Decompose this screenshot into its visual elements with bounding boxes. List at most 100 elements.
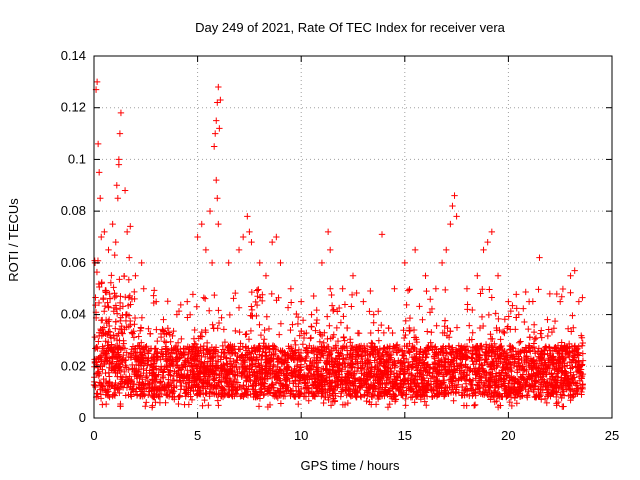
data-point xyxy=(401,259,408,267)
data-point xyxy=(211,291,218,299)
data-point xyxy=(399,351,406,359)
data-point xyxy=(385,324,392,332)
data-point xyxy=(419,383,426,390)
data-point xyxy=(132,272,139,279)
data-point xyxy=(194,371,201,378)
data-point xyxy=(305,389,312,396)
data-point xyxy=(578,361,586,368)
data-point xyxy=(213,364,221,371)
data-point xyxy=(349,272,357,279)
data-point xyxy=(278,356,286,363)
data-point xyxy=(248,306,256,314)
data-point xyxy=(141,348,148,356)
data-point xyxy=(232,327,239,335)
data-point xyxy=(398,347,406,354)
data-point xyxy=(526,382,533,389)
data-point xyxy=(551,317,559,325)
data-point xyxy=(121,368,128,376)
data-point xyxy=(289,353,297,361)
data-point xyxy=(159,351,167,358)
data-point xyxy=(310,292,317,300)
data-point xyxy=(473,358,480,365)
data-point xyxy=(466,377,473,385)
data-point xyxy=(498,393,505,400)
data-point xyxy=(246,355,253,363)
data-point xyxy=(571,379,579,386)
data-point xyxy=(297,390,304,397)
data-point xyxy=(572,357,580,365)
data-point xyxy=(375,353,382,361)
data-point xyxy=(517,348,524,355)
data-point xyxy=(523,381,530,388)
data-point xyxy=(215,307,222,314)
data-point xyxy=(200,379,207,386)
data-point xyxy=(157,378,165,385)
data-point xyxy=(543,386,550,393)
data-point xyxy=(520,367,528,374)
data-point xyxy=(219,346,227,353)
data-point xyxy=(135,343,143,350)
data-point xyxy=(366,385,373,392)
data-point xyxy=(272,373,279,380)
data-point xyxy=(226,363,234,370)
data-point xyxy=(533,357,541,365)
data-point xyxy=(402,331,409,339)
data-point xyxy=(424,383,431,391)
data-point xyxy=(552,384,559,391)
data-point xyxy=(139,345,147,352)
data-point xyxy=(578,342,586,349)
data-point xyxy=(421,364,428,371)
data-point xyxy=(167,338,174,345)
data-point xyxy=(284,355,291,363)
data-point xyxy=(406,286,413,293)
data-point xyxy=(128,329,136,336)
data-point xyxy=(515,353,522,360)
data-point xyxy=(531,393,538,401)
data-point xyxy=(214,352,222,360)
data-point xyxy=(329,307,337,315)
data-point xyxy=(374,350,381,358)
data-point xyxy=(188,396,196,404)
data-point xyxy=(247,377,254,385)
data-point xyxy=(541,347,549,354)
data-point xyxy=(492,310,499,317)
data-point xyxy=(497,402,504,409)
data-point xyxy=(96,353,104,360)
data-point xyxy=(188,360,195,367)
data-point xyxy=(478,379,485,386)
data-point xyxy=(327,371,335,378)
data-point xyxy=(208,259,216,267)
data-point xyxy=(536,254,543,261)
data-point xyxy=(169,332,176,340)
data-point xyxy=(533,369,541,376)
data-point xyxy=(300,393,308,400)
data-point xyxy=(412,364,420,371)
data-point xyxy=(101,228,108,236)
data-point xyxy=(449,344,456,351)
data-point xyxy=(525,387,532,395)
data-point xyxy=(255,360,262,367)
data-point xyxy=(239,233,247,241)
data-point xyxy=(167,358,175,365)
data-point xyxy=(474,272,481,279)
data-point xyxy=(307,334,315,342)
data-point xyxy=(418,379,425,387)
data-point xyxy=(469,306,476,314)
data-point xyxy=(543,378,551,386)
data-point xyxy=(115,161,123,168)
data-point xyxy=(165,371,173,378)
data-point xyxy=(512,326,519,333)
data-point xyxy=(516,393,524,400)
plot-frame xyxy=(93,55,613,419)
data-point xyxy=(110,391,118,398)
data-point xyxy=(411,334,418,341)
data-point xyxy=(139,388,146,395)
data-point xyxy=(403,387,410,394)
data-point xyxy=(261,336,268,343)
data-point xyxy=(526,373,533,380)
data-point xyxy=(575,364,582,371)
data-point xyxy=(341,337,348,344)
data-point xyxy=(304,372,311,380)
data-point xyxy=(306,357,314,365)
data-point xyxy=(145,391,152,399)
